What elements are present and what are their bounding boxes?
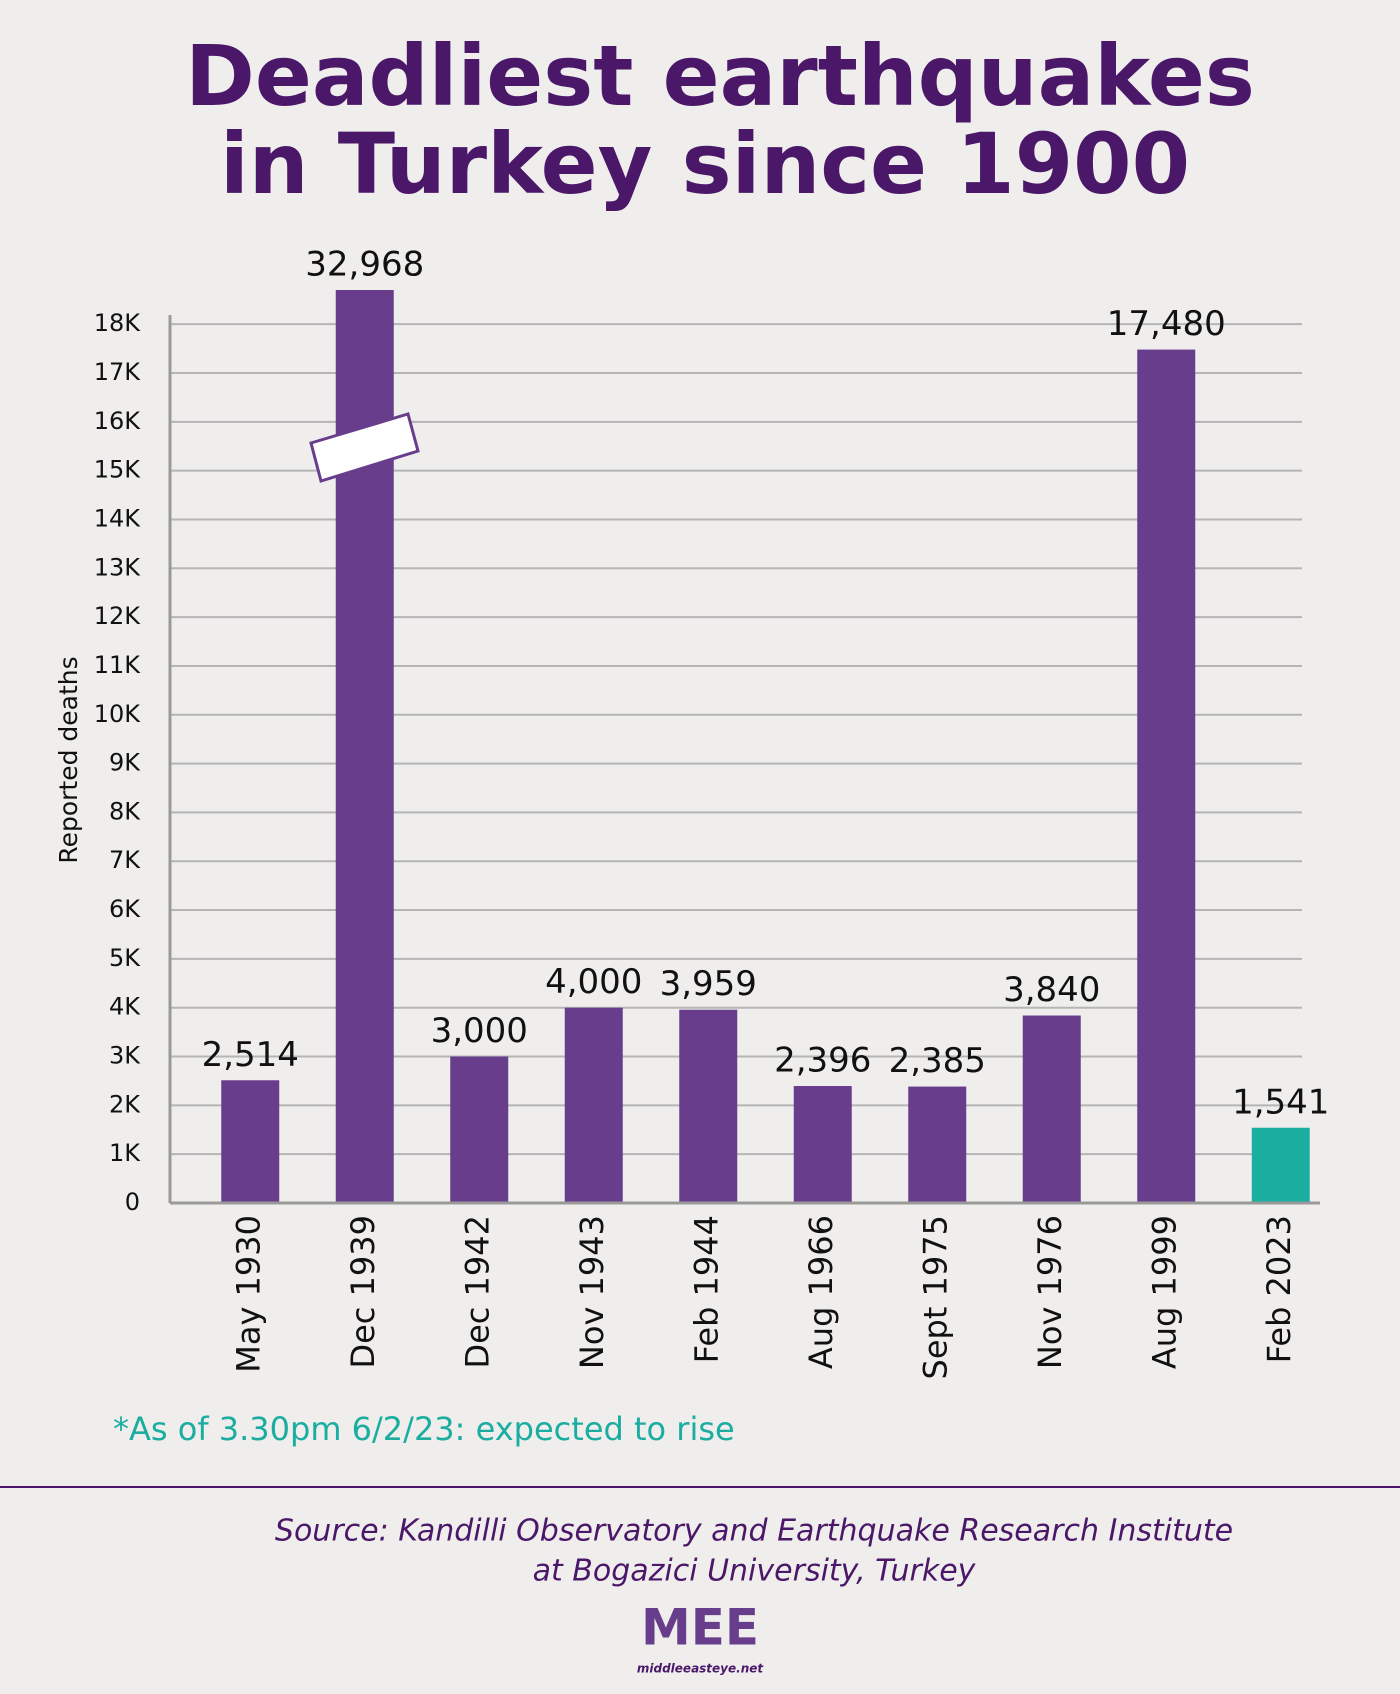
y-tick-label: 5K [109, 944, 141, 972]
x-tick-label: Feb 1944 [687, 1215, 725, 1363]
x-tick-label: Dec 1939 [344, 1215, 382, 1369]
footnote: *As of 3.30pm 6/2/23: expected to rise [113, 1410, 735, 1448]
y-tick-label: 11K [94, 651, 142, 679]
bar [564, 1007, 623, 1203]
y-tick-label: 16K [94, 407, 142, 435]
value-label: 32,968 [305, 245, 424, 285]
y-tick-label: 8K [109, 797, 141, 825]
website: middleeasteye.net [637, 1662, 765, 1676]
bar [221, 1080, 280, 1203]
bar [793, 1086, 852, 1203]
x-tick-label: Sept 1975 [916, 1215, 954, 1379]
value-label: 4,000 [545, 962, 642, 1002]
y-tick-label: 1K [109, 1139, 141, 1167]
value-label: 2,396 [774, 1041, 871, 1081]
y-tick-label: 3K [109, 1042, 141, 1070]
y-tick-label: 9K [109, 749, 141, 777]
x-tick-label: Nov 1976 [1031, 1215, 1069, 1369]
bar [908, 1086, 967, 1203]
y-tick-label: 13K [94, 553, 142, 581]
source: at Bogazici University, Turkey [533, 1554, 977, 1589]
value-label: 17,480 [1107, 304, 1226, 344]
source: Source: Kandilli Observatory and Earthqu… [275, 1514, 1233, 1549]
y-tick-label: 10K [94, 700, 142, 728]
y-tick-label: 17K [94, 358, 142, 386]
bar [1251, 1127, 1310, 1203]
y-tick-label: 2K [109, 1090, 141, 1118]
x-tick-label: Aug 1966 [802, 1215, 840, 1369]
x-tick-label: Aug 1999 [1145, 1215, 1183, 1369]
axis-break [309, 412, 420, 483]
value-label: 3,959 [660, 964, 757, 1004]
value-label: 3,000 [431, 1011, 528, 1051]
x-tick-label: Feb 2023 [1260, 1215, 1298, 1363]
value-label: 3,840 [1003, 970, 1100, 1010]
y-tick-label: 15K [94, 456, 142, 484]
y-tick-label: 18K [94, 309, 142, 337]
value-label: 2,514 [202, 1035, 299, 1075]
value-label: 1,541 [1232, 1082, 1329, 1122]
chart-title: in Turkey since 1900 [220, 115, 1190, 213]
bar [679, 1009, 738, 1203]
y-tick-label: 4K [109, 993, 141, 1021]
y-tick-label: 14K [94, 504, 142, 532]
x-tick-label: Nov 1943 [573, 1215, 611, 1369]
x-tick-label: Dec 1942 [458, 1215, 496, 1369]
bar [450, 1056, 509, 1203]
labels: 0 1K 2K 3K 4K 5K 6K 7K 8K 9K 10K 11K 12K 13K 14K 15K 16K… [94, 245, 1330, 1380]
chart-title: Deadliest earthquakes [185, 27, 1255, 125]
y-tick-label: 6K [109, 895, 141, 923]
y-tick-label: 7K [109, 846, 141, 874]
logo: MEE [641, 1599, 759, 1657]
bar [1137, 349, 1196, 1203]
y-tick-label: 0 [125, 1188, 140, 1216]
x-tick-label: May 1930 [229, 1215, 267, 1373]
value-label: 2,385 [889, 1041, 986, 1081]
y-tick-label: 12K [94, 602, 142, 630]
y-axis-label: Reported deaths [54, 656, 83, 863]
bar [1022, 1015, 1081, 1203]
